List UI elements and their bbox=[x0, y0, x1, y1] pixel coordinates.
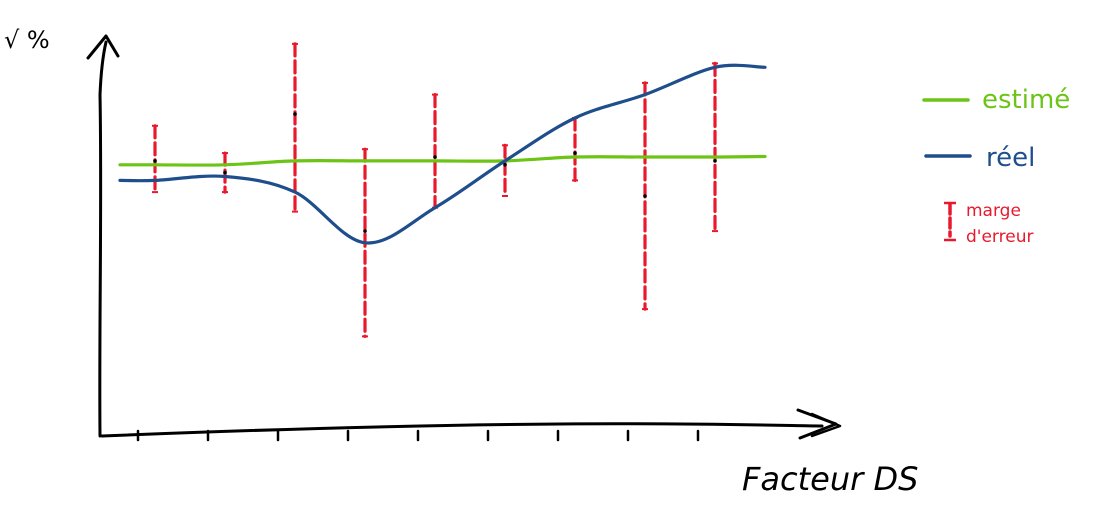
legend: estimé réel marge d'erreur bbox=[922, 85, 1070, 247]
legend-label-errorbar: marge d'erreur bbox=[966, 201, 1033, 247]
x-ticks bbox=[136, 429, 700, 442]
series-line-estime bbox=[118, 154, 767, 167]
center-dot bbox=[293, 112, 297, 116]
center-dot bbox=[433, 155, 437, 159]
center-dot bbox=[363, 229, 367, 233]
legend-label-reel: réel bbox=[986, 143, 1035, 173]
x-axis-label: Facteur DS bbox=[742, 460, 918, 498]
x-axis-arrowhead-double bbox=[810, 412, 842, 438]
series-line-reel bbox=[118, 63, 767, 245]
legend-label-errorbar-line1: marge bbox=[966, 201, 1021, 221]
y-axis-arrowhead bbox=[86, 34, 120, 60]
center-dot bbox=[713, 159, 717, 163]
legend-label-errorbar-line2: d'erreur bbox=[966, 227, 1033, 247]
axes bbox=[86, 34, 842, 442]
series-lines bbox=[118, 63, 767, 245]
center-dots bbox=[153, 112, 717, 233]
error-bars bbox=[152, 42, 718, 338]
legend-label-estime: estimé bbox=[982, 85, 1070, 115]
center-dot bbox=[503, 163, 507, 167]
center-dot bbox=[643, 194, 647, 198]
center-dot bbox=[153, 159, 157, 163]
y-axis-label: √ % bbox=[4, 26, 50, 54]
x-axis bbox=[100, 422, 824, 438]
center-dot bbox=[223, 170, 227, 175]
y-axis bbox=[98, 40, 108, 438]
center-dot bbox=[573, 151, 577, 155]
